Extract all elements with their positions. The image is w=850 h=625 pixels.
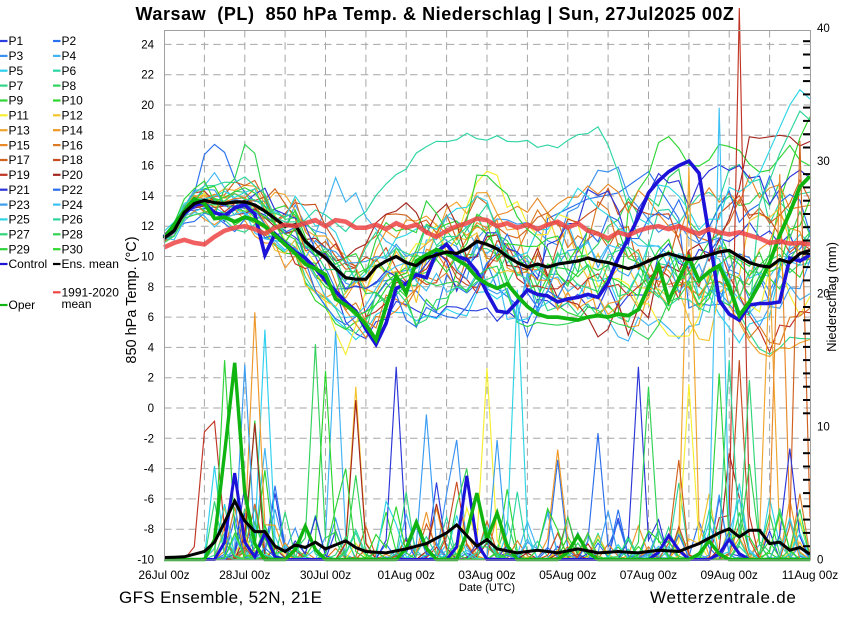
svg-text:Wetterzentrale.de: Wetterzentrale.de bbox=[650, 588, 797, 607]
svg-text:-4: -4 bbox=[144, 464, 155, 476]
svg-text:2: 2 bbox=[148, 373, 154, 385]
svg-text:Niederschlag (mm): Niederschlag (mm) bbox=[824, 242, 839, 352]
svg-text:28Jul 00z: 28Jul 00z bbox=[219, 568, 270, 582]
svg-text:6: 6 bbox=[148, 312, 154, 324]
svg-text:30: 30 bbox=[817, 156, 830, 168]
svg-text:P10: P10 bbox=[62, 94, 84, 108]
svg-text:P16: P16 bbox=[62, 138, 84, 152]
svg-text:P20: P20 bbox=[62, 168, 84, 182]
svg-text:GFS Ensemble, 52N, 21E: GFS Ensemble, 52N, 21E bbox=[119, 588, 322, 607]
svg-text:0: 0 bbox=[817, 555, 823, 567]
svg-text:P14: P14 bbox=[62, 123, 84, 137]
svg-text:P7: P7 bbox=[9, 79, 24, 93]
svg-text:24: 24 bbox=[141, 39, 154, 51]
svg-text:-6: -6 bbox=[144, 494, 154, 506]
svg-text:mean: mean bbox=[62, 297, 92, 311]
svg-text:Control: Control bbox=[9, 257, 48, 271]
svg-text:P8: P8 bbox=[62, 79, 77, 93]
svg-text:P5: P5 bbox=[9, 64, 24, 78]
svg-text:03Aug 00z: 03Aug 00z bbox=[458, 568, 515, 582]
svg-text:P18: P18 bbox=[62, 153, 84, 167]
svg-text:01Aug 00z: 01Aug 00z bbox=[378, 568, 435, 582]
svg-text:30Jul 00z: 30Jul 00z bbox=[300, 568, 351, 582]
svg-text:P13: P13 bbox=[9, 123, 31, 137]
svg-text:P4: P4 bbox=[62, 49, 77, 63]
svg-text:20: 20 bbox=[141, 100, 154, 112]
svg-text:P29: P29 bbox=[9, 242, 31, 256]
svg-text:-2: -2 bbox=[144, 433, 154, 445]
svg-text:10: 10 bbox=[141, 252, 154, 264]
svg-text:P3: P3 bbox=[9, 49, 24, 63]
svg-text:26Jul 00z: 26Jul 00z bbox=[138, 568, 189, 582]
svg-text:8: 8 bbox=[148, 282, 154, 294]
svg-text:-8: -8 bbox=[144, 524, 154, 536]
svg-text:20: 20 bbox=[817, 289, 830, 301]
svg-text:P15: P15 bbox=[9, 138, 31, 152]
svg-text:16: 16 bbox=[141, 161, 154, 173]
svg-text:12: 12 bbox=[141, 221, 154, 233]
svg-text:P25: P25 bbox=[9, 213, 31, 227]
svg-text:P21: P21 bbox=[9, 183, 31, 197]
svg-text:P6: P6 bbox=[62, 64, 77, 78]
svg-text:10: 10 bbox=[817, 422, 830, 434]
svg-text:Oper: Oper bbox=[9, 298, 36, 312]
svg-text:09Aug 00z: 09Aug 00z bbox=[701, 568, 758, 582]
svg-text:P27: P27 bbox=[9, 228, 31, 242]
svg-text:4: 4 bbox=[148, 342, 155, 354]
svg-text:P24: P24 bbox=[62, 198, 84, 212]
svg-text:22: 22 bbox=[141, 70, 154, 82]
svg-text:18: 18 bbox=[141, 130, 154, 142]
svg-text:-10: -10 bbox=[137, 555, 154, 567]
svg-text:P17: P17 bbox=[9, 153, 31, 167]
svg-text:P11: P11 bbox=[9, 109, 30, 123]
svg-text:Ens. mean: Ens. mean bbox=[62, 257, 119, 271]
svg-text:P9: P9 bbox=[9, 94, 24, 108]
svg-text:P26: P26 bbox=[62, 213, 84, 227]
svg-text:P30: P30 bbox=[62, 242, 84, 256]
svg-text:P2: P2 bbox=[62, 34, 77, 48]
svg-text:Date (UTC): Date (UTC) bbox=[459, 582, 515, 594]
svg-text:P1: P1 bbox=[9, 34, 24, 48]
svg-text:850 hPa Temp. (°C): 850 hPa Temp. (°C) bbox=[124, 236, 140, 363]
svg-text:P22: P22 bbox=[62, 183, 84, 197]
svg-text:11Aug 00z: 11Aug 00z bbox=[782, 568, 839, 582]
svg-text:P28: P28 bbox=[62, 228, 84, 242]
svg-text:P23: P23 bbox=[9, 198, 31, 212]
svg-text:07Aug 00z: 07Aug 00z bbox=[620, 568, 677, 582]
svg-text:05Aug 00z: 05Aug 00z bbox=[539, 568, 596, 582]
svg-text:Warsaw (PL) 850 hPa Temp. &: Warsaw (PL) 850 hPa Temp. & Niederschlag… bbox=[136, 4, 735, 24]
svg-text:14: 14 bbox=[141, 191, 154, 203]
svg-text:P12: P12 bbox=[62, 109, 84, 123]
svg-text:0: 0 bbox=[148, 403, 154, 415]
svg-text:40: 40 bbox=[817, 23, 830, 35]
svg-text:P19: P19 bbox=[9, 168, 31, 182]
svg-text:1991-2020: 1991-2020 bbox=[62, 286, 120, 300]
